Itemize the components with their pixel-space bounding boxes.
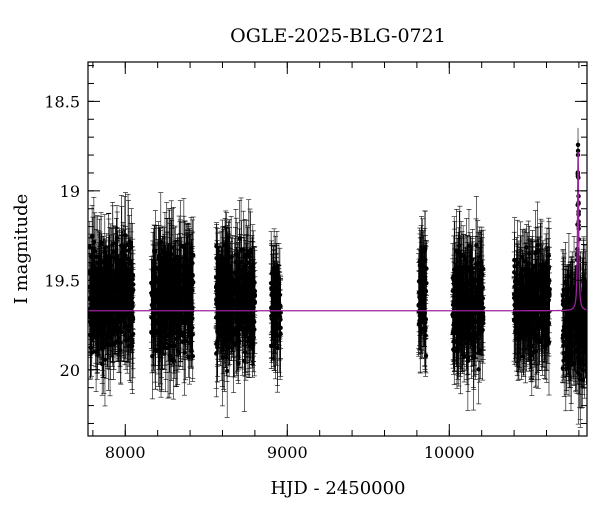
data-point <box>96 260 102 365</box>
data-point <box>124 280 130 374</box>
data-point <box>114 283 120 335</box>
data-point <box>118 302 124 384</box>
data-point <box>88 268 93 358</box>
y-axis-label: I magnitude <box>11 194 32 305</box>
x-tick-label: 9000 <box>267 443 308 462</box>
x-tick-label: 8000 <box>105 443 146 462</box>
data-point <box>113 250 119 297</box>
data-point <box>114 205 120 271</box>
data-point <box>123 192 129 279</box>
data-point <box>103 286 109 349</box>
x-axis-label: HJD - 2450000 <box>270 478 405 499</box>
data-point <box>130 267 136 314</box>
data-points <box>88 127 587 428</box>
data-point <box>106 237 112 279</box>
data-point <box>99 319 105 350</box>
data-point <box>123 266 129 341</box>
data-point <box>128 222 134 263</box>
data-point <box>118 277 124 385</box>
y-tick-label: 18.5 <box>44 92 80 111</box>
chart-title: OGLE-2025-BLG-0721 <box>230 25 446 47</box>
data-point <box>101 235 107 340</box>
y-tick-label: 20 <box>60 361 80 380</box>
plot-area: 8000 9000 10000 18.5 19 19.5 20 <box>44 61 588 462</box>
y-tick-label: 19 <box>60 182 80 201</box>
data-point <box>110 205 116 283</box>
data-point <box>117 333 123 367</box>
y-tick-label: 19.5 <box>44 271 80 290</box>
x-tick-label: 10000 <box>424 443 475 462</box>
